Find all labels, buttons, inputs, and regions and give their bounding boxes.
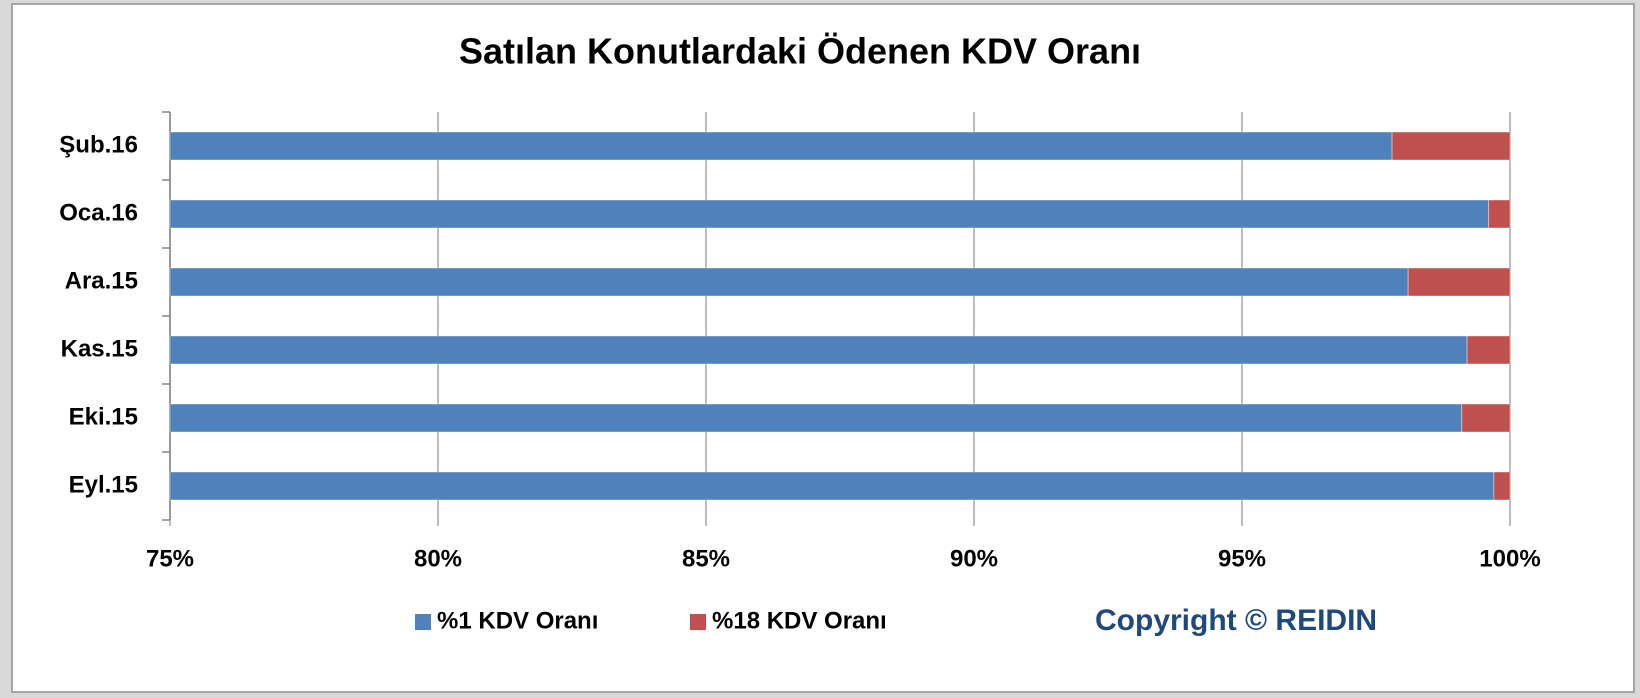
legend-swatch (690, 614, 706, 630)
legend-label: %18 KDV Oranı (712, 607, 887, 634)
legend-swatch (415, 614, 431, 630)
bar-segment (1461, 403, 1511, 433)
x-tick-label: 100% (1479, 545, 1540, 572)
bar-segment (169, 403, 1463, 433)
legend-label: %1 KDV Oranı (437, 607, 598, 634)
x-tick-label: 80% (414, 545, 462, 572)
y-tick-label: Eki.15 (69, 403, 138, 430)
y-tick-label: Şub.16 (59, 131, 138, 158)
bar-segment (169, 131, 1393, 161)
bar-segment (1391, 131, 1511, 161)
bar-segment (169, 471, 1495, 501)
bar-segment (169, 335, 1468, 365)
bar-segment (169, 267, 1409, 297)
x-tick-label: 95% (1218, 545, 1266, 572)
y-tick-label: Ara.15 (65, 267, 138, 294)
bar-segment (1493, 471, 1511, 501)
y-tick-label: Eyl.15 (69, 471, 138, 498)
x-tick-label: 85% (682, 545, 730, 572)
y-tick-label: Oca.16 (59, 199, 138, 226)
bar-segment (1466, 335, 1511, 365)
x-tick-label: 75% (146, 545, 194, 572)
copyright: Copyright © REIDIN (1095, 604, 1377, 637)
bar-segment (1407, 267, 1511, 297)
x-tick-label: 90% (950, 545, 998, 572)
bar-segment (1488, 199, 1511, 229)
bar-segment (169, 199, 1490, 229)
chart-title: Satılan Konutlardaki Ödenen KDV Oranı (459, 31, 1141, 72)
y-tick-label: Kas.15 (61, 335, 138, 362)
